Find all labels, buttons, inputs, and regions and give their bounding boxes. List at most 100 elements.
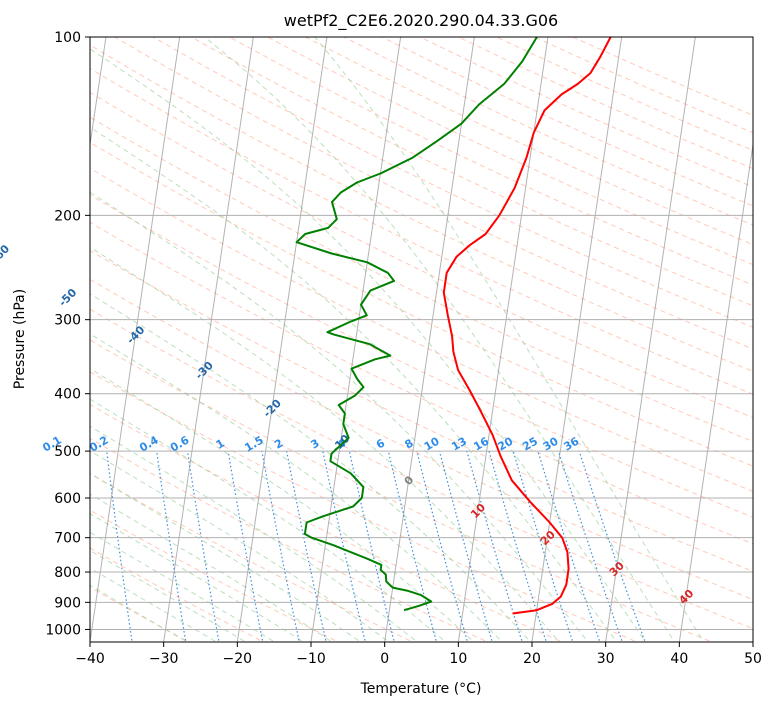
dry-adiabat: [90, 249, 753, 572]
isotherm-label: 30: [607, 559, 627, 579]
mixing-ratio-line: [261, 450, 300, 642]
y-tick-label: 600: [54, 491, 81, 507]
x-tick-label: −10: [296, 651, 326, 667]
dry-adiabat: [229, 37, 753, 286]
isotherm-label: -20: [261, 397, 284, 420]
isotherm-line: [678, 141, 753, 642]
isotherm-label: 40: [676, 587, 696, 607]
mixing-ratio-line: [322, 450, 366, 642]
y-tick-label: 100: [54, 30, 81, 46]
x-tick-label: 40: [670, 651, 688, 667]
dry-adiabat: [90, 67, 753, 395]
dry-adiabat: [114, 37, 753, 350]
profile-lines: [295, 37, 612, 615]
x-axis-label: Temperature (°C): [360, 681, 482, 697]
isotherm-line: [752, 638, 753, 642]
dry-adiabat: [381, 37, 753, 207]
y-tick-label: 700: [54, 531, 81, 547]
mixing-ratio-label: 2: [272, 437, 285, 452]
y-tick-label: 300: [54, 313, 81, 329]
mixing-ratio-label: 6: [374, 436, 387, 451]
y-axis-ticks: 100 200 300 400 500 600 700 800 900 1000: [45, 30, 90, 638]
moist-adiabat: [90, 293, 532, 642]
moist-adiabat: [90, 549, 247, 642]
moist-adiabat: [90, 368, 475, 642]
y-tick-label: 900: [54, 595, 81, 611]
dry-adiabat: [496, 37, 753, 152]
isotherm-label: -40: [124, 323, 147, 346]
moist-adiabat: [90, 333, 503, 642]
mixing-ratio-line: [466, 450, 523, 642]
mixing-ratio-line: [156, 451, 187, 642]
y-tick-label: 800: [54, 565, 81, 581]
mixing-ratio-line: [106, 451, 133, 642]
mixing-ratio-line: [60, 451, 82, 644]
moist-adiabat: [90, 567, 218, 642]
mixing-ratio-line: [348, 450, 395, 642]
chart-title: wetPf2_C2E6.2020.290.04.33.G06: [284, 11, 558, 31]
isotherm-label: -30: [193, 359, 216, 382]
moist-adiabat: [90, 584, 189, 642]
isotherm-line: [605, 37, 696, 642]
mixing-ratio-line: [557, 450, 624, 642]
x-axis-ticks: −40 −30 −20 −10 0 10 20 30 40 50: [75, 642, 762, 667]
isotherm-label: -60: [0, 242, 12, 265]
isotherm-label: -50: [56, 286, 79, 309]
x-tick-label: 20: [523, 651, 541, 667]
mixing-ratio-line: [186, 451, 220, 642]
moist-adiabat: [90, 246, 560, 642]
moist-adiabat: [90, 513, 305, 642]
x-tick-label: 10: [449, 651, 467, 667]
moist-adiabat: [90, 398, 447, 642]
isotherm-line: [310, 37, 402, 642]
dry-adiabat: [572, 37, 753, 116]
x-tick-label: −40: [75, 651, 105, 667]
mixing-ratio-line: [488, 450, 547, 642]
moist-adiabat: [90, 531, 276, 642]
y-axis-label: Pressure (hPa): [12, 289, 28, 389]
background-lines: [60, 37, 753, 644]
dry-adiabat: [419, 37, 753, 188]
mixing-ratio-line: [416, 450, 469, 642]
dry-adiabat: [90, 371, 639, 642]
y-tick-label: 500: [54, 444, 81, 460]
dry-adiabat: [90, 44, 753, 372]
dry-adiabat: [458, 37, 753, 170]
isotherm-line: [90, 37, 107, 149]
dry-adiabat: [534, 37, 753, 134]
isotherm-line: [384, 37, 475, 642]
moist-adiabat: [90, 425, 419, 642]
dry-adiabat: [190, 37, 753, 307]
mixing-ratio-line: [227, 450, 264, 642]
dry-adiabat: [90, 403, 564, 642]
moist-adiabat: [90, 493, 334, 642]
mixing-ratio-line: [512, 450, 574, 642]
dry-adiabat: [90, 221, 753, 545]
moist-adiabat: [90, 450, 390, 642]
isotherm-line: [90, 37, 181, 642]
isotherm-label: 20: [538, 528, 558, 548]
isotherm-line: [163, 37, 254, 642]
y-tick-label: 1000: [45, 622, 81, 638]
dry-adiabat: [90, 91, 753, 419]
moist-adiabat: [314, 37, 705, 642]
mixing-ratio-line: [387, 450, 438, 642]
isotherm-label: 10: [468, 501, 488, 521]
y-tick-label: 200: [54, 208, 81, 224]
mixing-ratio-line: [578, 450, 646, 642]
isotherm-line: [236, 37, 328, 642]
y-tick-label: 400: [54, 387, 81, 403]
mixing-ratio-line: [537, 450, 601, 642]
mixing-ratio-label: 3: [308, 437, 321, 452]
dry-adiabat: [343, 37, 753, 226]
isotherm-line: [531, 37, 623, 642]
mixing-ratio-line: [438, 450, 493, 642]
temperature-profile: [442, 37, 612, 615]
x-tick-label: 0: [380, 651, 389, 667]
moist-adiabat: [90, 472, 362, 642]
pressure-grid: [90, 37, 753, 630]
dry-adiabat: [90, 141, 753, 467]
dry-adiabat: [90, 194, 753, 518]
x-tick-label: −30: [149, 651, 179, 667]
x-tick-label: 30: [597, 651, 615, 667]
